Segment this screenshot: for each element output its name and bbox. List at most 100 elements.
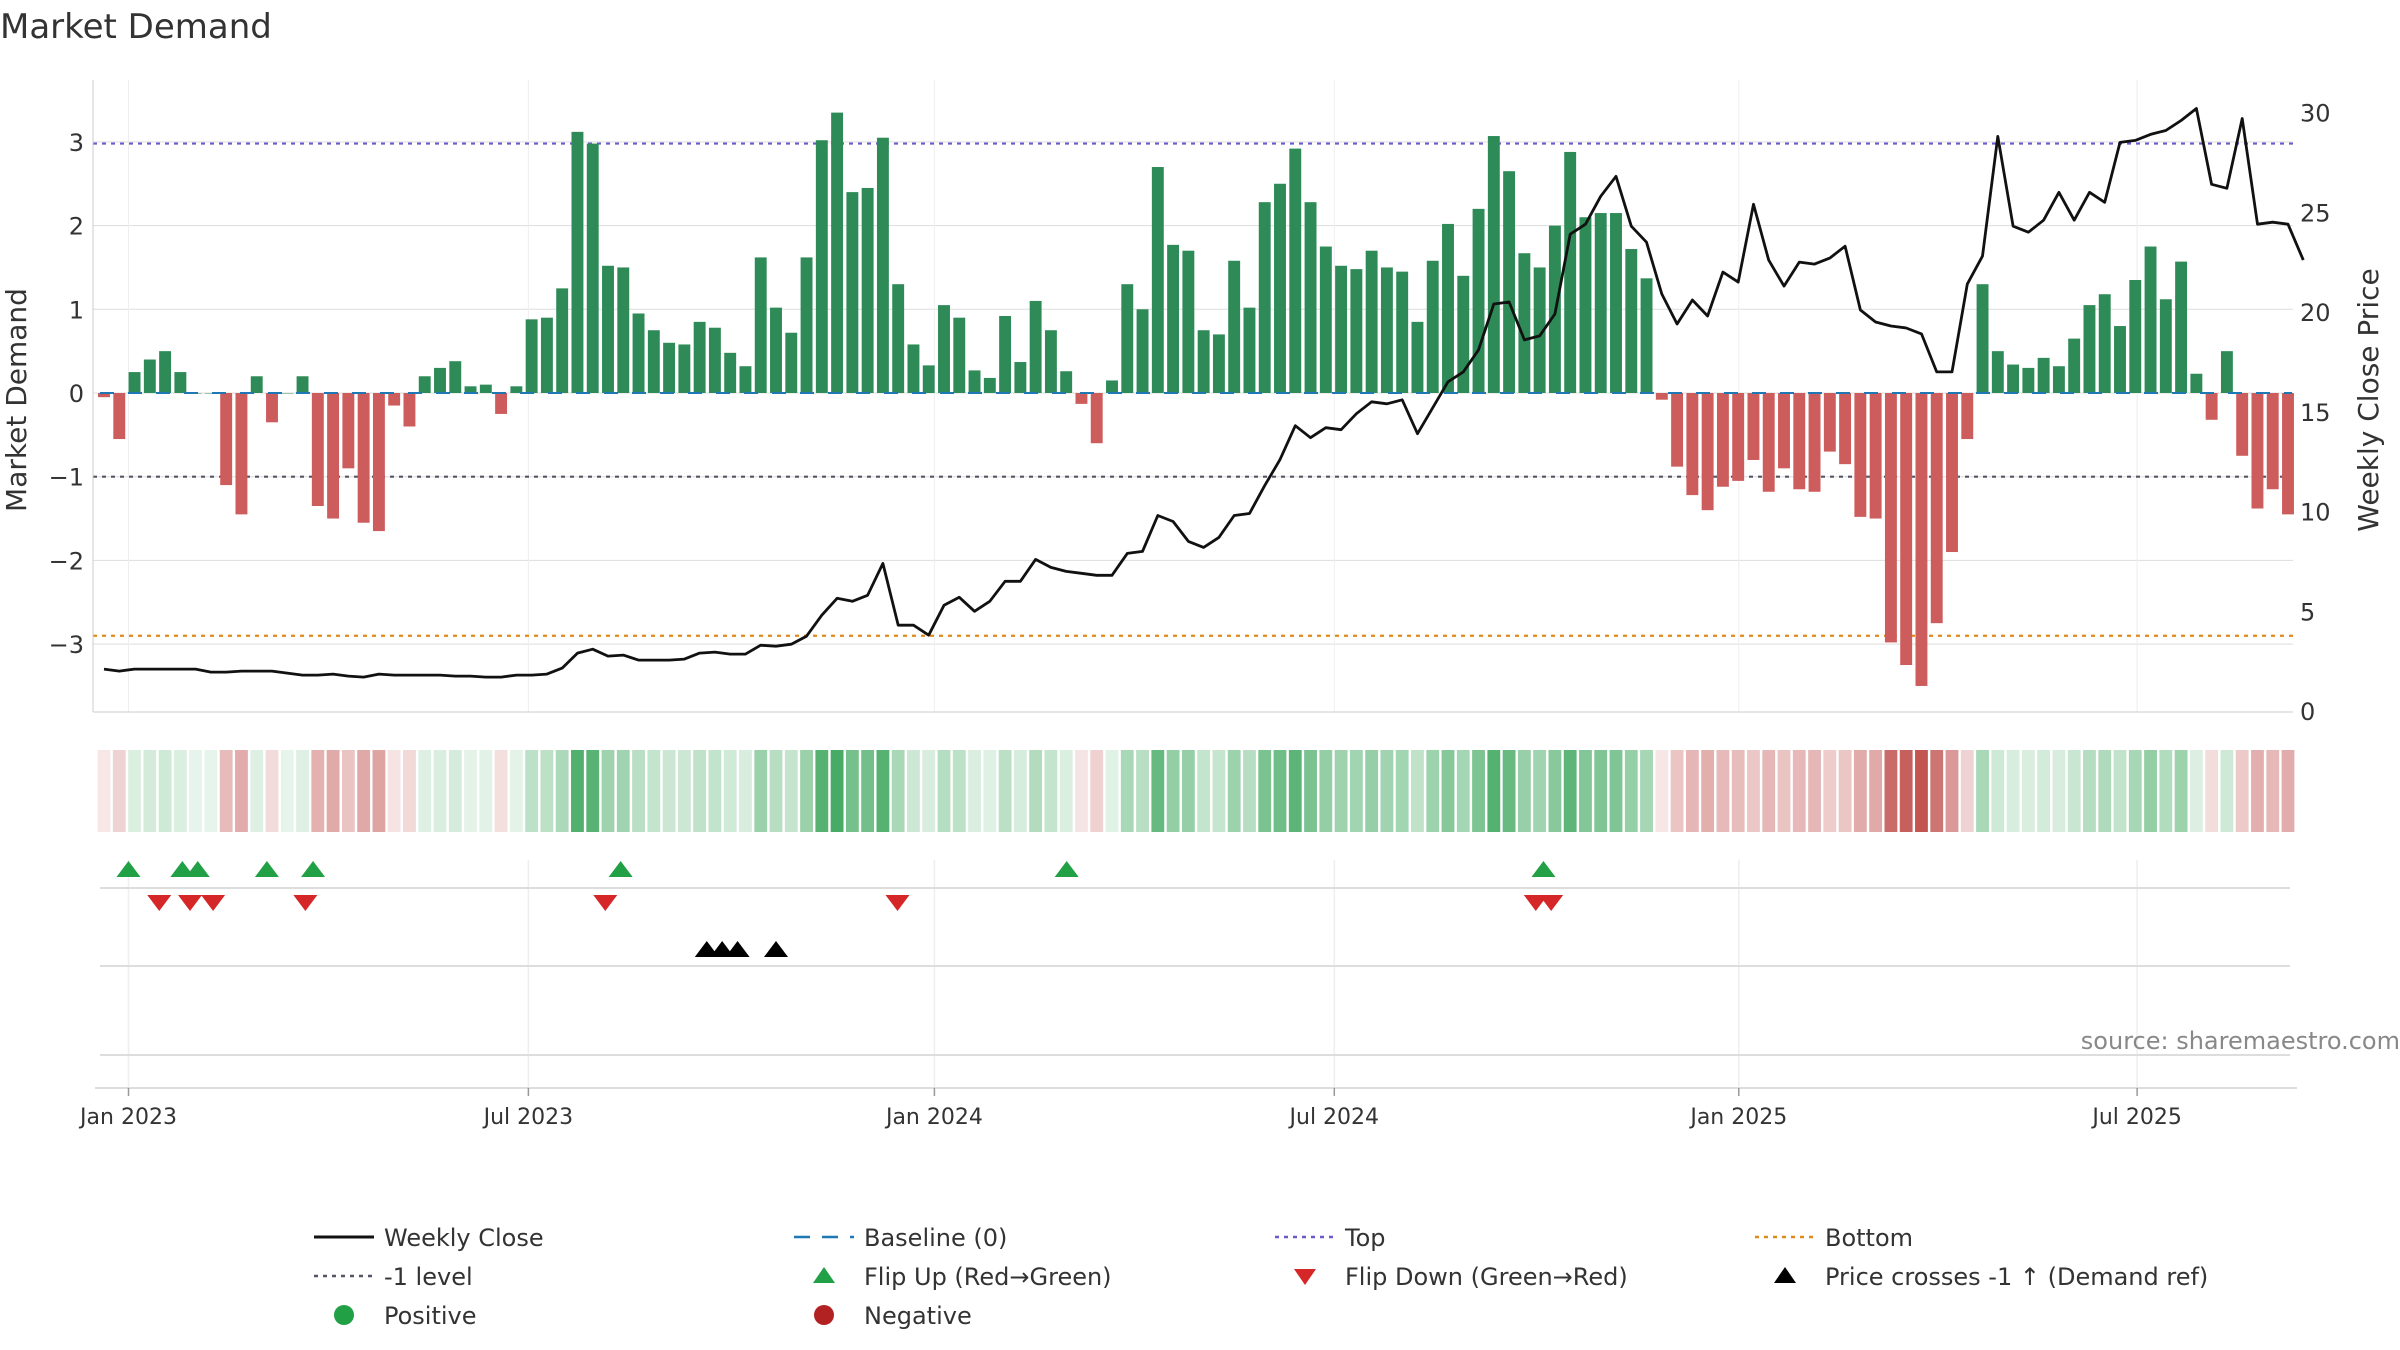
y2-tick-label: 0 — [2300, 698, 2315, 726]
demand-bar — [1610, 213, 1622, 393]
demand-bar — [1182, 250, 1195, 393]
y2-axis-label: Weekly Close Price — [2352, 268, 2385, 531]
demand-bar — [907, 344, 920, 393]
heat-cell — [1960, 750, 1974, 832]
reference-lines — [93, 142, 2293, 637]
heat-cell — [1090, 750, 1104, 832]
y2-tick-label: 25 — [2300, 199, 2331, 227]
heat-cell — [922, 750, 936, 832]
demand-bar — [724, 352, 737, 393]
heat-cell — [2220, 750, 2234, 832]
heat-cell — [1243, 750, 1256, 832]
demand-bar — [266, 393, 278, 423]
heat-cell — [112, 750, 126, 832]
left-axis-ticks: −3 −2 −1 0 1 2 3 — [49, 129, 84, 659]
demand-bar — [159, 351, 172, 393]
heat-cell — [1930, 750, 1944, 832]
x-tick-label: Jul 2025 — [2090, 1105, 2182, 1130]
demand-bar — [1106, 380, 1118, 393]
demand-bar — [1808, 393, 1821, 492]
heat-cell — [1059, 750, 1073, 832]
demand-bar — [2098, 294, 2111, 393]
demand-bar — [846, 192, 859, 393]
flip-up-marker — [170, 861, 195, 877]
demand-bar — [357, 393, 370, 523]
heat-cell — [1670, 750, 1684, 832]
heat-cell — [1853, 750, 1867, 832]
demand-bar — [1350, 269, 1363, 393]
flip-down-marker — [1539, 895, 1564, 911]
y-tick-label: 3 — [69, 129, 84, 157]
demand-bar — [1151, 167, 1164, 393]
heat-cell — [1197, 750, 1211, 832]
flip-up-markers — [116, 861, 1556, 877]
chart-title: Market Demand — [0, 7, 272, 47]
demand-bar — [128, 372, 141, 393]
x-axis-ticks: Jan 2023 Jul 2023 Jan 2024 Jul 2024 Jan 2025… — [78, 1088, 2182, 1130]
demand-bar — [1212, 334, 1225, 393]
heat-cell — [2037, 750, 2051, 832]
heat-cell — [739, 750, 752, 832]
heat-cell — [372, 750, 386, 832]
heat-cell — [647, 750, 661, 832]
demand-bar — [525, 319, 538, 393]
heat-cell — [754, 750, 768, 832]
demand-bar — [1258, 202, 1271, 393]
flip-up-marker — [254, 861, 279, 877]
heat-cell — [2144, 750, 2157, 832]
demand-bar — [2083, 305, 2096, 393]
heat-cell — [1334, 750, 1348, 832]
demand-bar — [1197, 330, 1210, 393]
y2-tick-label: 20 — [2300, 299, 2331, 327]
demand-bar — [1243, 307, 1256, 393]
heat-cell — [616, 750, 630, 832]
flip-down-marker — [1523, 895, 1548, 911]
flip-down-marker — [593, 895, 618, 911]
demand-bar — [449, 361, 462, 393]
heat-cell — [1609, 750, 1623, 832]
heat-cell — [662, 750, 676, 832]
demand-bar — [1457, 275, 1470, 393]
demand-bar — [754, 257, 767, 393]
heat-cell — [1502, 750, 1516, 832]
demand-bar — [464, 386, 477, 393]
demand-bar — [372, 393, 385, 532]
demand-bar — [434, 367, 446, 393]
heat-cell — [845, 750, 859, 832]
demand-bar — [1121, 284, 1134, 393]
demand-bar — [770, 307, 782, 393]
demand-bar — [1976, 284, 1989, 393]
legend-label: Flip Down (Green→Red) — [1345, 1263, 1628, 1291]
heat-cell — [2159, 750, 2173, 832]
demand-bar — [1442, 223, 1454, 393]
heat-cell — [204, 750, 218, 832]
y2-tick-label: 10 — [2300, 499, 2331, 527]
heat-cell — [1120, 750, 1134, 832]
heat-cell — [418, 750, 432, 832]
heat-cell — [830, 750, 844, 832]
heat-cell — [1701, 750, 1715, 832]
demand-bar — [1167, 244, 1180, 393]
legend-label: Top — [1344, 1224, 1386, 1252]
demand-bar — [311, 393, 324, 506]
demand-bar — [342, 393, 355, 469]
legend-label: Price crosses -1 ↑ (Demand ref) — [1825, 1263, 2208, 1291]
heat-cell — [1181, 750, 1195, 832]
heat-cell — [891, 750, 905, 832]
demand-bar — [938, 305, 950, 393]
heat-cell — [1304, 750, 1317, 832]
flip-up-marker — [185, 861, 210, 877]
heat-cell — [1227, 750, 1241, 832]
heat-cell — [601, 750, 615, 832]
heat-cell — [143, 750, 157, 832]
flip-up-marker — [1531, 861, 1556, 877]
flip-up-marker — [1054, 861, 1079, 877]
demand-bar — [510, 386, 523, 393]
legend-label: Bottom — [1825, 1224, 1913, 1252]
heat-cell — [235, 750, 248, 832]
heat-cell — [861, 750, 875, 832]
legend-swatch — [1774, 1267, 1796, 1283]
legend-item: Flip Up (Red→Green) — [813, 1263, 1112, 1291]
demand-bar — [1090, 393, 1103, 444]
